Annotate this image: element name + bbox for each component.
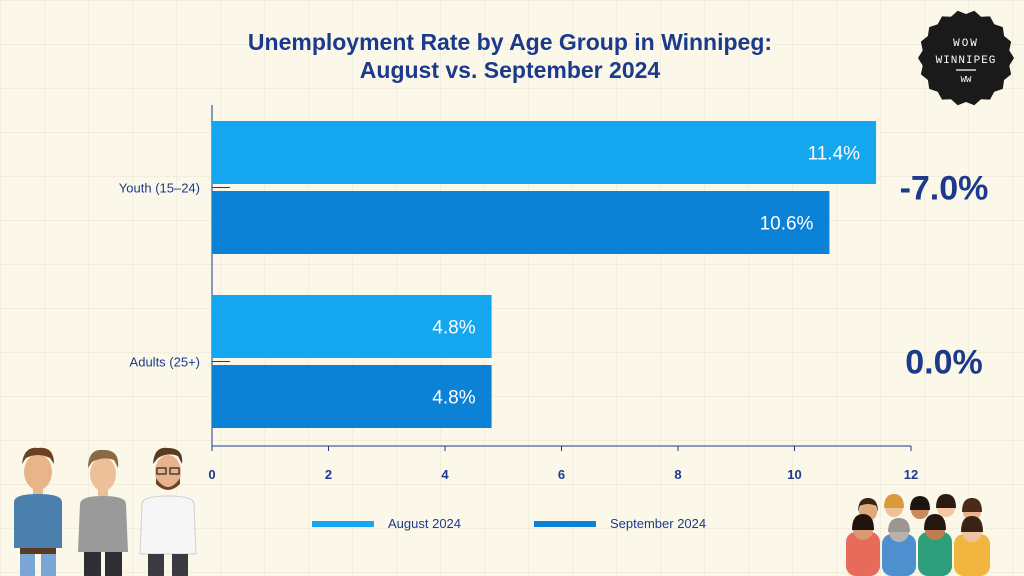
chart-title-line-1: Unemployment Rate by Age Group in Winnip… [247,29,773,55]
category-label-1: Adults (25+) [130,355,200,370]
man-3 [139,447,197,576]
man-1 [14,447,62,576]
change-label-1: 0.0% [905,344,983,382]
bar-0-0 [212,121,877,184]
bar-0-1 [212,191,830,254]
logo-text-wow: WOW [953,38,979,50]
legend-label-0: August 2024 [388,516,461,531]
chart-title: Unemployment Rate by Age Group in Winnip… [150,28,870,84]
wow-winnipeg-logo: WOW WINNIPEG WW [918,10,1014,106]
legend-label-1: September 2024 [610,516,706,531]
woman-back-row [858,494,982,521]
bar-data-label-1-0: 4.8% [432,318,475,339]
x-tick-label-1: 2 [325,467,332,482]
x-tick-label-5: 10 [787,467,801,482]
woman-front-row [846,514,990,576]
logo-text-ww: WW [961,75,972,85]
logo-badge [918,10,1014,106]
logo-text-winnipeg: WINNIPEG [936,55,997,67]
x-tick-label-6: 12 [904,467,918,482]
bar-data-label-0-0: 11.4% [808,144,861,165]
x-tick-label-3: 6 [558,467,565,482]
x-tick-label-0: 0 [208,467,215,482]
man-2 [78,449,128,576]
bar-1-0 [212,295,492,358]
women-group-illustration [846,494,990,576]
chart-title-line-2: August vs. September 2024 [359,57,661,83]
men-illustration [14,447,197,576]
bar-data-label-1-1: 4.8% [432,388,475,409]
x-tick-label-2: 4 [441,467,449,482]
legend-swatch-1 [534,521,596,527]
change-label-0: -7.0% [900,170,989,208]
bar-1-1 [212,365,492,428]
x-tick-label-4: 8 [674,467,681,482]
bar-data-label-0-1: 10.6% [760,214,814,235]
legend-swatch-0 [312,521,374,527]
category-label-0: Youth (15–24) [119,181,200,196]
